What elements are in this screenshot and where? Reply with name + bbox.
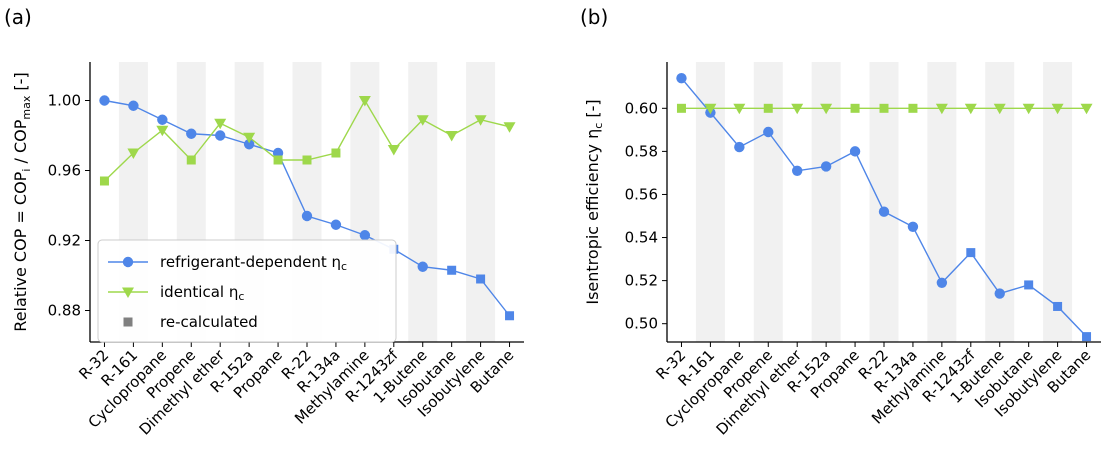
- data-point: [1080, 103, 1093, 115]
- legend-marker: [122, 256, 134, 268]
- data-point: [734, 141, 745, 153]
- y-tick-label: 0.52: [625, 272, 658, 290]
- y-tick-label: 0.54: [625, 229, 658, 247]
- y-axis-label-subscript: max: [20, 95, 33, 119]
- data-point: [302, 155, 312, 165]
- data-point: [820, 161, 832, 172]
- data-point: [157, 114, 168, 125]
- panel-a: 0.880.920.961.00R-32R-161CyclopropanePro…: [4, 5, 524, 439]
- data-point: [330, 219, 342, 230]
- data-point: [359, 230, 371, 241]
- data-point: [474, 115, 487, 126]
- data-point: [445, 131, 458, 142]
- data-point: [935, 103, 948, 115]
- data-point: [156, 125, 169, 137]
- data-point: [331, 148, 341, 158]
- y-axis-label-subscript: i: [20, 169, 33, 172]
- legend-label: re-calculated: [160, 313, 258, 331]
- data-point: [676, 72, 687, 84]
- data-point: [676, 103, 686, 113]
- data-point: [763, 103, 773, 113]
- data-point: [127, 148, 140, 159]
- data-point: [1051, 103, 1064, 115]
- data-point: [243, 132, 256, 144]
- data-point: [214, 118, 227, 130]
- data-point: [128, 100, 139, 111]
- data-point: [908, 103, 918, 113]
- data-point: [301, 210, 313, 222]
- data-point: [358, 96, 371, 107]
- y-axis-label-part: Isentropic efficiency η: [583, 129, 602, 305]
- data-point: [1053, 301, 1063, 311]
- y-tick-label: 0.88: [48, 302, 81, 320]
- y-axis-label-part: / COP: [11, 119, 30, 168]
- data-point: [879, 103, 889, 113]
- data-point: [1022, 103, 1035, 115]
- data-point: [387, 145, 400, 156]
- data-point: [215, 130, 226, 141]
- data-point: [1024, 280, 1034, 290]
- y-tick-label: 0.56: [625, 185, 658, 203]
- data-point: [907, 221, 919, 232]
- data-point: [503, 122, 516, 133]
- data-point: [186, 155, 196, 165]
- data-point: [417, 261, 428, 272]
- y-tick-label: 0.96: [48, 162, 81, 180]
- y-axis-label: Isentropic efficiency ηc [-]: [583, 99, 605, 304]
- data-point: [99, 95, 110, 106]
- data-point: [1082, 332, 1092, 342]
- data-point: [966, 248, 976, 258]
- grid-band: [408, 62, 438, 342]
- y-axis-label-subscript: c: [592, 123, 605, 129]
- legend-label: refrigerant-dependent ηc: [160, 253, 347, 273]
- legend-label: identical ηc: [160, 283, 244, 303]
- panel-label: (b): [580, 5, 608, 29]
- data-point: [964, 103, 977, 115]
- y-axis-label-part: [-]: [583, 99, 602, 122]
- y-tick-label: 1.00: [48, 92, 81, 110]
- y-tick-label: 0.50: [625, 315, 658, 333]
- y-axis-label-part: [-]: [11, 72, 30, 95]
- data-point: [763, 126, 774, 138]
- data-point: [186, 128, 197, 139]
- legend-marker: [123, 317, 133, 327]
- data-point: [476, 274, 486, 284]
- data-point: [849, 146, 861, 157]
- data-point: [820, 103, 833, 115]
- data-point: [792, 165, 803, 176]
- y-tick-label: 0.60: [625, 99, 658, 117]
- legend-box: [97, 239, 397, 343]
- data-point: [791, 103, 804, 115]
- data-point: [733, 103, 746, 115]
- grid-band: [466, 62, 496, 342]
- legend-marker: [122, 287, 134, 298]
- data-point: [994, 288, 1005, 299]
- panel-label: (a): [4, 5, 32, 29]
- y-tick-label: 0.58: [625, 142, 658, 160]
- data-point: [704, 103, 717, 115]
- y-axis-label-part: Relative COP = COP: [11, 171, 30, 331]
- y-axis-label: Relative COP = COPi / COPmax [-]: [11, 72, 33, 331]
- data-point: [243, 139, 255, 150]
- data-point: [99, 176, 109, 186]
- data-point: [416, 115, 429, 126]
- data-point: [936, 277, 948, 288]
- data-point: [447, 265, 457, 275]
- panel-b: 0.500.520.540.560.580.60R-32R-161Cyclopr…: [580, 5, 1101, 439]
- data-point: [505, 311, 515, 321]
- data-point: [878, 206, 890, 217]
- y-tick-label: 0.92: [48, 232, 81, 250]
- data-point: [273, 155, 283, 165]
- data-point: [850, 103, 860, 113]
- data-point: [993, 103, 1006, 115]
